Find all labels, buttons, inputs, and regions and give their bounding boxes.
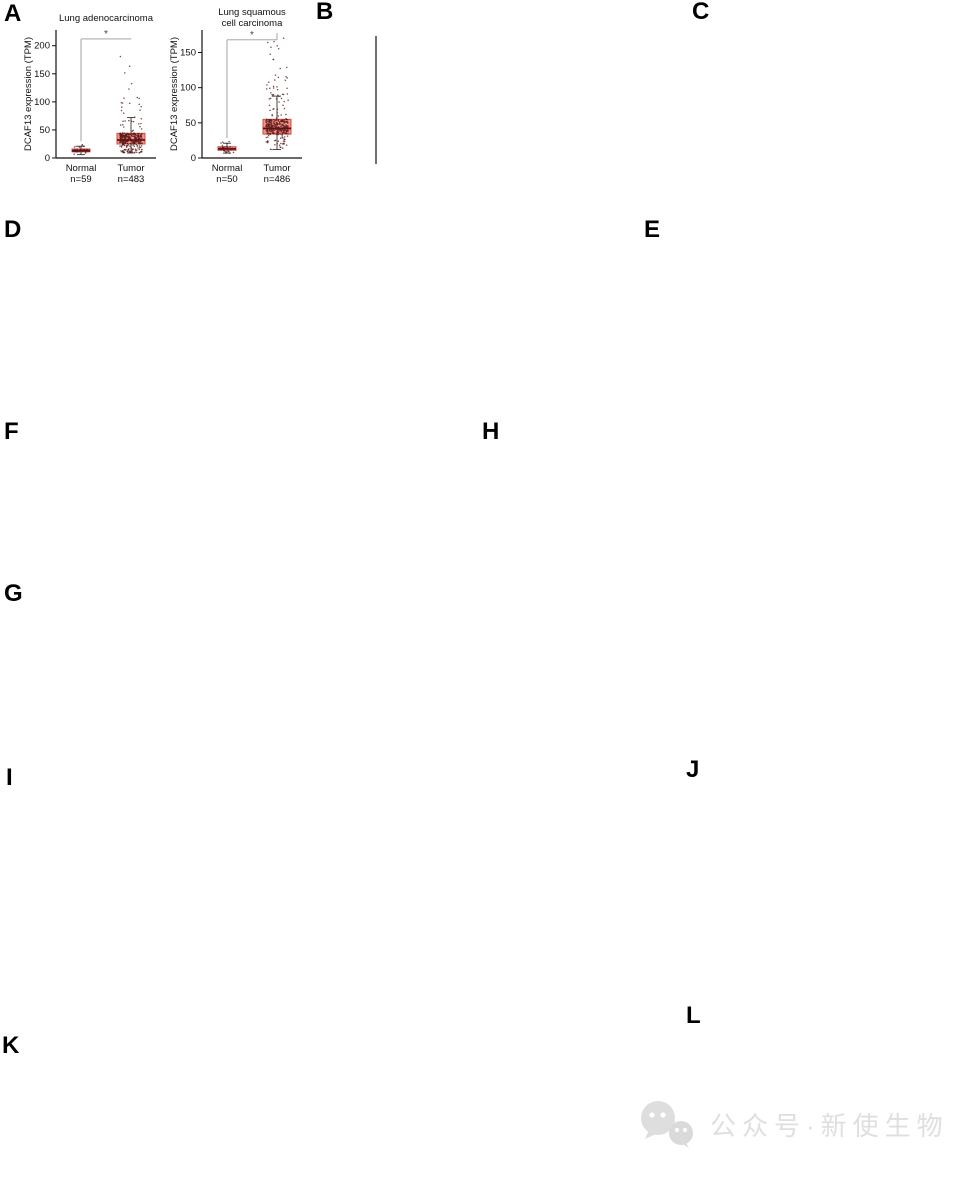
km-os-chart — [375, 36, 377, 164]
panel-label-e: E — [644, 216, 661, 243]
x-tick-label: Normal — [212, 163, 243, 174]
panel-label-g: G — [4, 580, 23, 607]
y-axis-label: DCAF13 expression (TPM) — [23, 37, 34, 151]
panel-label-c: C — [692, 0, 710, 25]
watermark: 公众号·新使生物 — [634, 1096, 949, 1152]
panel-label-b: B — [316, 0, 334, 25]
colony-count-h1299-chart — [842, 422, 974, 594]
mrna-expression-bar-chart — [702, 760, 974, 1016]
cellline-western-blot — [656, 238, 870, 364]
transwell-panel — [18, 1038, 718, 1150]
y-tick-label: 0 — [45, 153, 50, 164]
significance-label: * — [104, 29, 108, 40]
panel-label-h: H — [482, 418, 500, 445]
panel-label-l: L — [686, 1002, 701, 1029]
tissue-expression-bar-chart — [322, 200, 642, 408]
y-tick-label: 50 — [185, 118, 196, 129]
y-tick-label: 150 — [34, 69, 50, 80]
growth-curve-h1299 — [20, 588, 236, 766]
wechat-icon — [641, 1101, 693, 1148]
y-tick-label: 100 — [180, 83, 196, 94]
x-tick-label: n=59 — [70, 174, 91, 185]
panel-label-a: A — [4, 0, 22, 27]
x-tick-label: n=486 — [264, 174, 291, 185]
a549-ko-western-blot — [268, 430, 524, 580]
panel-label-k: K — [2, 1032, 20, 1059]
panel-label-d: D — [4, 216, 22, 243]
y-tick-label: 100 — [34, 97, 50, 108]
wound-healing-panel — [18, 772, 718, 1022]
km-pfs-chart — [516, 8, 692, 202]
chart-title: Lung adenocarcinoma — [59, 13, 154, 24]
colony-wells-h1299 — [498, 430, 838, 584]
y-tick-label: 150 — [180, 48, 196, 59]
x-tick-label: n=50 — [216, 174, 237, 185]
colony-count-a549-chart — [842, 586, 974, 776]
colony-wells-a549 — [498, 592, 838, 746]
h1299-ko-western-blot — [26, 430, 266, 580]
panel-label-f: F — [4, 418, 19, 445]
y-axis-label: DCAF13 expression (TPM) — [169, 37, 180, 151]
growth-curve-a549 — [246, 588, 462, 766]
x-tick-label: Tumor — [117, 163, 144, 174]
chart-title: Lung squamous — [218, 7, 286, 18]
x-tick-label: n=483 — [118, 174, 145, 185]
significance-label: * — [250, 30, 254, 41]
panel-label-i: I — [6, 764, 13, 791]
cellline-expression-bar-chart — [862, 192, 974, 408]
x-tick-label: Normal — [66, 163, 97, 174]
tissue-western-blot — [12, 240, 322, 354]
chart-title: cell carcinoma — [222, 18, 283, 29]
y-tick-label: 50 — [39, 125, 50, 136]
violin-stage-chart — [710, 4, 974, 202]
y-tick-label: 200 — [34, 41, 50, 52]
y-tick-label: 0 — [191, 153, 196, 164]
watermark-text: 公众号·新使生物 — [710, 1110, 949, 1141]
x-tick-label: Tumor — [263, 163, 290, 174]
panel-label-j: J — [686, 756, 700, 783]
